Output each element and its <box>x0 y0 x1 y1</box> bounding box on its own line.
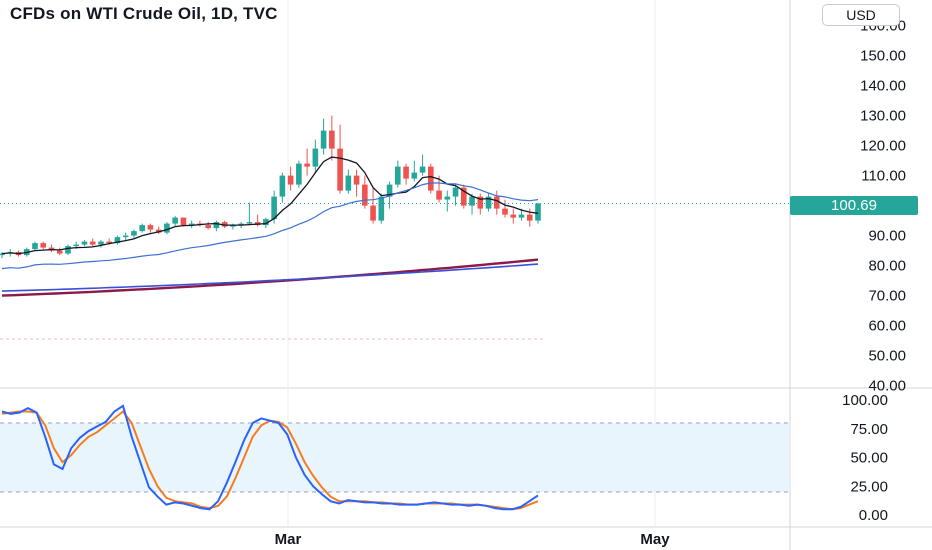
candle-body <box>329 130 335 149</box>
stoch-tick-label: 50.00 <box>850 450 888 467</box>
candle-body <box>444 196 451 200</box>
candle-body <box>230 225 236 227</box>
time-axis[interactable]: Mar May <box>275 531 671 548</box>
ma-mid-line <box>1 182 539 270</box>
price-tick-label: 50.00 <box>868 348 906 365</box>
stoch-tick-label: 100.00 <box>842 392 888 409</box>
candle-body <box>296 163 302 185</box>
candle-body <box>320 130 327 149</box>
price-tick-label: 60.00 <box>868 318 906 335</box>
price-tick-label: 80.00 <box>868 258 906 275</box>
candle-body <box>40 243 47 248</box>
candle-body <box>428 166 434 191</box>
price-tick-label: 110.00 <box>861 168 906 185</box>
candle-body <box>155 229 162 233</box>
price-tick-label: 40.00 <box>868 378 906 395</box>
candle-body <box>89 241 96 245</box>
candle-body <box>188 223 195 226</box>
ma-long-b-line <box>1 263 539 292</box>
candle-body <box>485 196 492 209</box>
candle-body <box>131 231 137 236</box>
candle-body <box>370 205 376 221</box>
candle-body <box>419 166 426 173</box>
price-tick-label: 90.00 <box>868 228 906 245</box>
candle-body <box>98 241 104 245</box>
candle-body <box>114 237 121 244</box>
time-tick-label: Mar <box>275 531 302 548</box>
candle-body <box>403 166 409 179</box>
candle-body <box>221 222 228 227</box>
time-tick-label: May <box>640 531 670 548</box>
candle-body <box>362 184 368 206</box>
candle-body <box>56 250 63 254</box>
candle-body <box>378 196 385 221</box>
stochastic-pane <box>0 404 790 511</box>
candle-body <box>304 163 310 167</box>
price-pane <box>0 115 790 340</box>
candle-body <box>526 214 533 221</box>
price-tick-label: 140.00 <box>860 78 906 95</box>
stoch-tick-label: 25.00 <box>850 478 888 495</box>
candle-body <box>518 214 525 218</box>
stoch-band <box>0 423 790 492</box>
candle-body <box>263 219 269 226</box>
price-tick-label: 130.00 <box>860 108 906 125</box>
candle-body <box>287 175 294 185</box>
candle-body <box>477 196 484 209</box>
candle-body <box>65 246 71 254</box>
candle-body <box>238 223 244 226</box>
candle-body <box>312 148 319 167</box>
price-axis[interactable]: 160.00150.00140.00130.00120.00110.00100.… <box>842 18 906 524</box>
stoch-k-line <box>1 404 539 511</box>
candle-body <box>180 217 187 226</box>
candle-body <box>452 187 459 197</box>
candle-body <box>436 190 442 200</box>
price-tick-label: 120.00 <box>860 138 906 155</box>
candle-body <box>279 175 286 197</box>
candle-body <box>32 243 38 250</box>
candle-body <box>535 203 541 221</box>
candle-body <box>271 196 277 220</box>
candle-body <box>205 225 211 229</box>
candle-body <box>106 241 112 244</box>
candle-body <box>122 235 129 238</box>
candle-body <box>460 187 467 206</box>
last-price-label: 100.69 <box>790 196 918 215</box>
candle-body <box>337 148 343 191</box>
candle-body <box>345 175 352 191</box>
candle-body <box>510 214 517 218</box>
candle-body <box>386 184 393 197</box>
candle-body <box>139 225 145 232</box>
candle-body <box>246 222 253 224</box>
chart-title: CFDs on WTI Crude Oil, 1D, TVC <box>10 4 278 23</box>
candle-body <box>395 166 401 185</box>
candle-body <box>172 217 178 224</box>
candle-body <box>469 196 475 206</box>
candle-body <box>213 222 220 229</box>
price-tick-label: 150.00 <box>860 48 906 65</box>
stoch-tick-label: 0.00 <box>859 507 888 524</box>
candle-body <box>0 253 5 256</box>
candle-body <box>502 208 508 215</box>
candle-body <box>493 196 500 209</box>
currency-button[interactable]: USD <box>822 4 900 26</box>
ma-long-a-line <box>1 258 539 297</box>
candle-body <box>353 175 360 185</box>
candle-body <box>81 241 88 245</box>
candle-body <box>164 223 170 233</box>
stoch-tick-label: 75.00 <box>850 421 888 438</box>
ma-short-line <box>1 156 539 255</box>
candle-body <box>147 225 154 230</box>
candle-body <box>73 244 80 247</box>
price-tick-label: 70.00 <box>868 288 906 305</box>
candle-body <box>411 172 418 179</box>
